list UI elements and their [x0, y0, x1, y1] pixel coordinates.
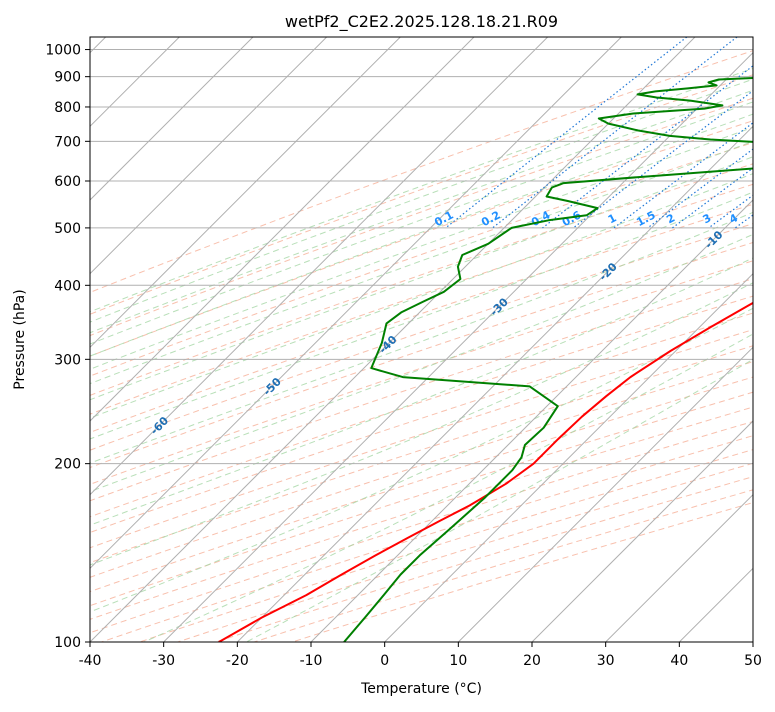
moist-adiabat: [144, 37, 775, 642]
y-tick-label: 700: [54, 134, 81, 150]
isotherm-line: [237, 37, 775, 642]
dry-adiabat: [292, 37, 775, 642]
isotherm-line: [458, 37, 775, 642]
isotherm-line: [679, 37, 775, 642]
isotherm-line: [164, 37, 769, 642]
mixing-ratio-line: [573, 37, 775, 228]
isotherm-line: [0, 37, 327, 642]
isotherm-line: [753, 37, 775, 642]
x-tick-label: 40: [670, 653, 688, 669]
chart-title: wetPf2_C2E2.2025.128.18.21.R09: [285, 12, 558, 32]
temperature-profile-line: [219, 60, 775, 642]
isotherm-line: [532, 37, 775, 642]
x-tick-label: 50: [744, 653, 762, 669]
x-tick-label: 20: [523, 653, 541, 669]
mixing-ratio-line: [672, 37, 775, 228]
isotherm-line: [0, 37, 474, 642]
mixing-ratio-label: 6: [766, 211, 775, 226]
y-tick-label: 200: [54, 457, 81, 473]
x-tick-label: -40: [79, 653, 102, 669]
mixing-ratio-line: [735, 37, 775, 228]
x-tick-label: 10: [449, 653, 467, 669]
x-tick-label: 0: [380, 653, 389, 669]
mixing-ratio-label: 1: [606, 211, 619, 226]
y-tick-label: 1000: [45, 43, 81, 59]
y-tick-label: 100: [54, 635, 81, 651]
mixing-ratio-label: 3: [701, 211, 714, 226]
y-tick-label: 500: [54, 221, 81, 237]
x-axis-title: Temperature (°C): [360, 681, 482, 697]
mixing-ratio-label: 0.4: [529, 208, 553, 229]
mixing-ratio-label: 0.1: [432, 208, 455, 229]
y-tick-label: 600: [54, 174, 81, 190]
x-tick-label: -10: [300, 653, 323, 669]
x-tick-label: 30: [597, 653, 615, 669]
mixing-ratio-label: 1.5: [634, 208, 657, 229]
isotherm-line: [16, 37, 621, 642]
y-tick-label: 300: [54, 352, 81, 368]
dry-adiabat: [178, 37, 775, 642]
plot-frame: [90, 37, 753, 642]
mixing-ratio-label: 2: [664, 211, 677, 226]
y-axis-title: Pressure (hPa): [12, 289, 28, 389]
x-tick-label: -20: [226, 653, 249, 669]
x-tick-label: -30: [152, 653, 175, 669]
y-tick-label: 800: [54, 100, 81, 116]
dry-adiabat: [102, 37, 775, 642]
y-tick-label: 900: [54, 70, 81, 86]
isotherm-label: -70: [31, 457, 54, 480]
y-tick-label: 400: [54, 278, 81, 294]
mixing-ratio-line: [493, 37, 738, 228]
